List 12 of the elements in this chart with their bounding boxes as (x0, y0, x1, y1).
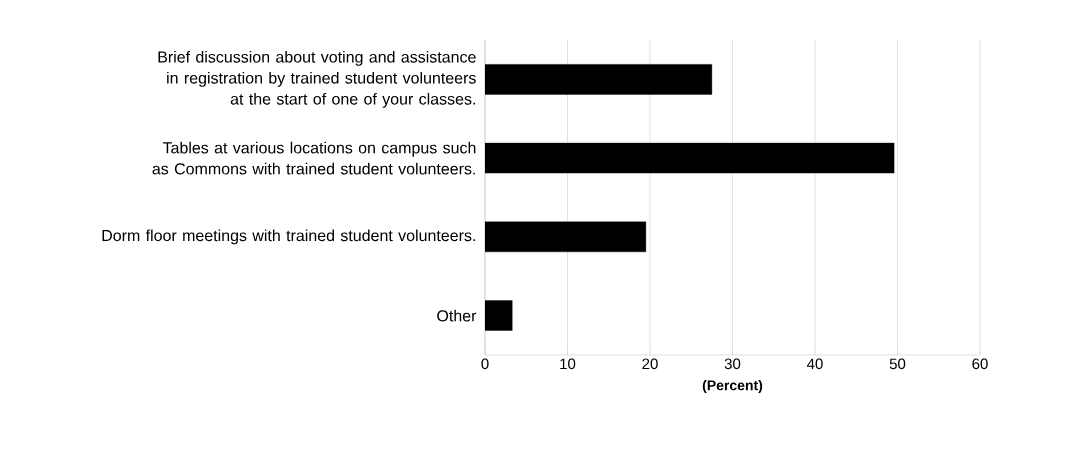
y-tick-label: Other (437, 309, 477, 322)
x-tick-label: 50 (889, 358, 906, 370)
x-tick-label: 60 (972, 358, 988, 370)
x-tick-label: 0 (481, 358, 489, 370)
x-tick-label: 10 (560, 358, 576, 370)
x-tick-label: 30 (724, 358, 741, 370)
y-tick-label: Tables at various locations on campus such as Commons with trained student volunteers. (152, 141, 476, 175)
y-tick-label: Dorm floor meetings with trained student volunteers. (102, 229, 475, 245)
x-axis-title: (Percent) (702, 380, 763, 394)
x-tick-label: 40 (807, 358, 823, 370)
y-tick-label: Brief discussion about voting and assistance in registration by trained student volunteers at the start of one of your classes. (158, 50, 476, 108)
x-tick-label: 20 (642, 358, 658, 370)
